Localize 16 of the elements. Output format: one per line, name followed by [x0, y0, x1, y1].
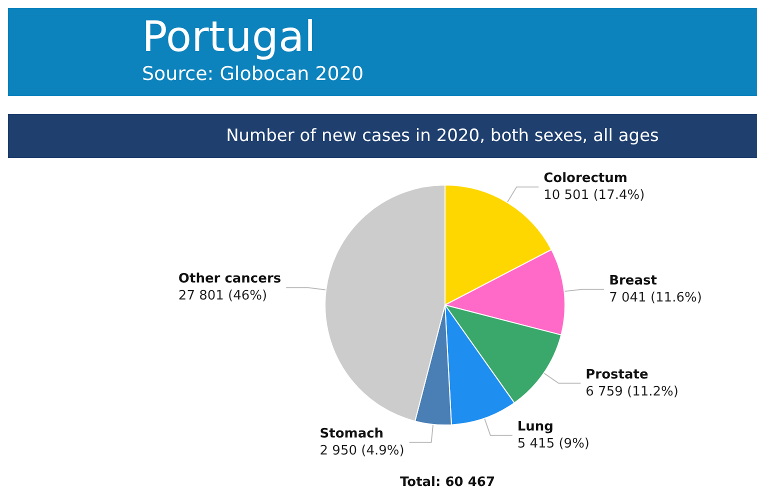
- data-label: 27 801 (46%): [178, 288, 268, 304]
- data-label: 10 501 (17.4%): [544, 188, 645, 204]
- slice-label: Stomach: [320, 426, 384, 442]
- data-label: 5 415 (9%): [517, 436, 590, 452]
- slice-label: Prostate: [586, 367, 648, 382]
- data-label: 6 759 (11.2%): [586, 384, 678, 400]
- chart-title: Portugal: [142, 12, 317, 62]
- slice-label: Colorectum: [544, 171, 628, 186]
- slice-label: Other cancers: [178, 272, 282, 287]
- text: Total: 60 467: [400, 475, 495, 490]
- source-note: Source: Globocan 2020: [142, 62, 365, 86]
- data-label: 7 041 (11.6%): [609, 290, 702, 306]
- slice-label: Breast: [609, 273, 657, 288]
- chart-subtitle: Number of new cases in 2020, both sexes, all ages: [8, 114, 757, 158]
- data-label: 2 950 (4.9%): [320, 443, 404, 458]
- slice-label: Lung: [517, 419, 554, 434]
